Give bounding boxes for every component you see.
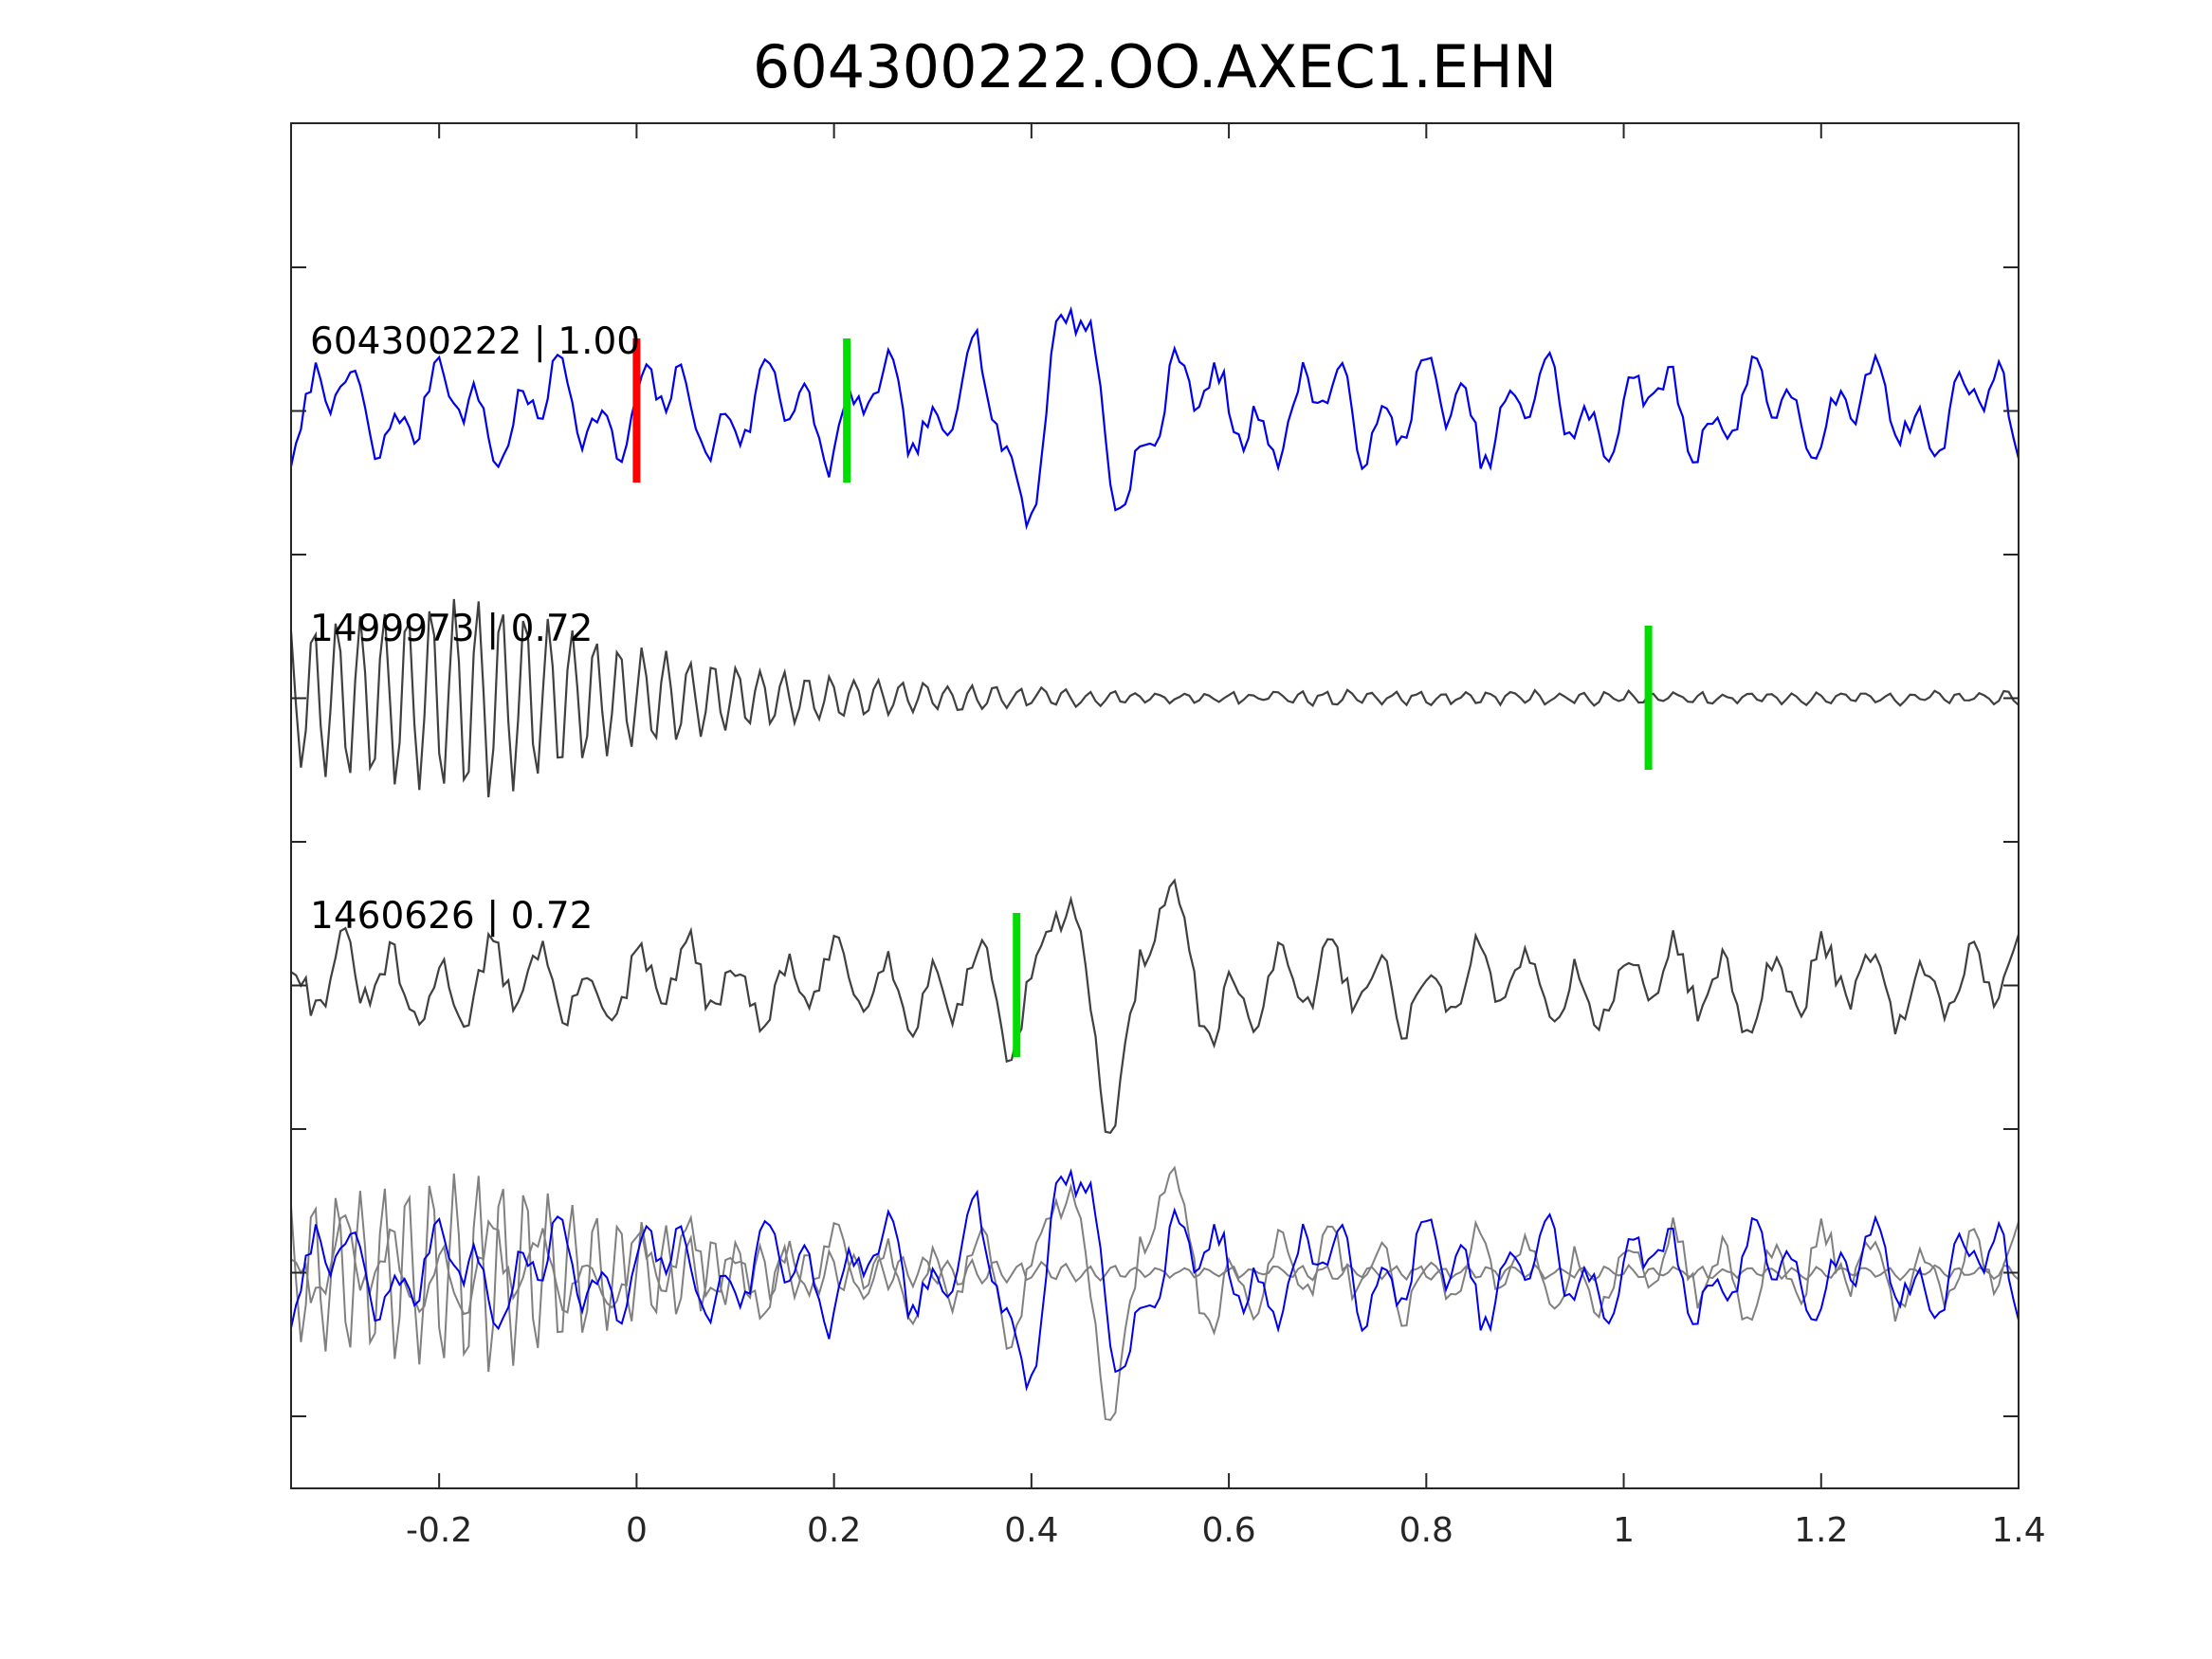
trace-label-1: 1499973 | 0.72 <box>310 608 593 650</box>
chart-title: 604300222.OO.AXEC1.EHN <box>753 32 1557 101</box>
x-tick-label-8: 1.4 <box>1991 1511 2045 1550</box>
overlay-trace-1 <box>290 1173 2020 1373</box>
x-tick-label-4: 0.6 <box>1201 1511 1255 1550</box>
x-tick-label-2: 0.2 <box>807 1511 861 1550</box>
overlay-trace-0 <box>290 1168 2020 1392</box>
x-tick-label-6: 1 <box>1613 1511 1635 1550</box>
traces-group <box>289 305 2020 1422</box>
axes-group: -0.2 0 0.2 0.4 0.6 0.8 1 1.2 1.4 <box>290 122 2046 1550</box>
trace-2 <box>290 878 2020 1135</box>
x-tick-label-5: 0.8 <box>1399 1511 1453 1550</box>
overlay-trace-2 <box>290 1165 2020 1422</box>
picks-group <box>632 338 1653 1057</box>
trace-1 <box>289 598 2020 798</box>
axes-box <box>290 122 2020 1489</box>
trace-label-0: 604300222 | 1.00 <box>310 320 640 363</box>
x-tick-label-3: 0.4 <box>1004 1511 1058 1550</box>
trace-label-2: 1460626 | 0.72 <box>310 895 593 938</box>
trace-0 <box>289 305 2020 531</box>
x-tick-label-1: 0 <box>626 1511 648 1550</box>
x-tick-label-0: -0.2 <box>406 1511 472 1550</box>
x-tick-label-7: 1.2 <box>1794 1511 1848 1550</box>
trace-labels-group: 604300222 | 1.00 1499973 | 0.72 1460626 | … <box>310 320 640 938</box>
